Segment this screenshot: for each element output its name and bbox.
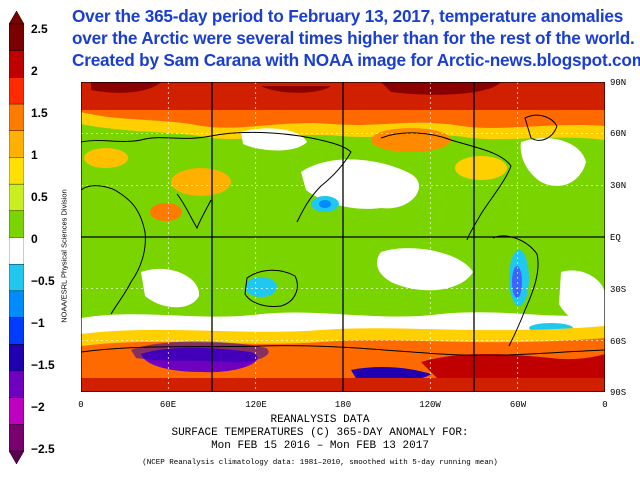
legend-label-1: 1 <box>31 148 38 162</box>
lon-label-60e: 60E <box>159 400 177 410</box>
anomaly-map <box>81 82 605 392</box>
cold-patch-australia-west <box>245 277 277 297</box>
coastlines <box>81 114 605 356</box>
lat-label-30s: 30S <box>610 285 627 295</box>
lon-label-0-left: 0 <box>78 400 84 410</box>
footer-note: (NCEP Reanalysis climatology data: 1981–… <box>142 459 498 467</box>
legend-step <box>9 317 24 345</box>
legend-label-0-5: 0.5 <box>31 190 48 204</box>
legend-label-0: 0 <box>31 232 38 246</box>
coast-south-america <box>492 235 539 347</box>
cold-patch-south-america-core <box>512 266 522 298</box>
warm-patch-asia <box>171 168 231 196</box>
legend-step <box>9 77 24 105</box>
antarctic-deep-red <box>421 354 605 385</box>
legend-label-neg-2-5: −2.5 <box>31 442 55 456</box>
warm-patch-europe <box>84 148 128 168</box>
coast-antarctica <box>81 345 605 356</box>
caption-line-2: over the Arctic were several times highe… <box>72 28 635 48</box>
footer-title-1: REANALYSIS DATA <box>270 414 370 426</box>
caption: Over the 365-day period to February 13, … <box>72 5 640 71</box>
lat-label-90s: 90S <box>610 388 627 398</box>
caption-line-1: Over the 365-day period to February 13, … <box>72 6 624 26</box>
legend-step <box>9 50 24 78</box>
lat-label-eq: EQ <box>610 233 621 243</box>
legend-label-neg-0-5: −0.5 <box>31 274 55 288</box>
legend-label-neg-1: −1 <box>31 316 45 330</box>
lon-label-120e: 120E <box>245 400 267 410</box>
legend-step <box>9 290 24 319</box>
legend-bottom-triangle <box>9 450 24 464</box>
legend-label-neg-1-5: −1.5 <box>31 358 55 372</box>
legend-label-1-5: 1.5 <box>31 106 48 120</box>
footer-title-2: SURFACE TEMPERATURES (C) 365-DAY ANOMALY… <box>171 427 469 439</box>
caption-line-3: Created by Sam Carana with NOAA image fo… <box>72 50 640 70</box>
neutral-indian-ocean <box>141 268 200 308</box>
legend-step <box>9 130 24 158</box>
coast-india <box>176 193 212 230</box>
lon-label-0-right: 0 <box>602 400 608 410</box>
legend-steps <box>9 23 24 452</box>
lon-label-120w: 120W <box>419 400 441 410</box>
lon-label-180: 180 <box>334 400 352 410</box>
lat-label-60n: 60N <box>610 129 627 139</box>
legend-step <box>9 370 24 399</box>
neutral-north-pacific <box>301 159 420 209</box>
credit-text: NOAA/ESRL Physical Sciences Division <box>59 189 69 323</box>
legend-label-neg-2: −2 <box>31 400 45 414</box>
warm-patch-alaska <box>371 128 451 152</box>
cold-patch-north-pacific-core <box>319 200 331 208</box>
coast-australia <box>244 269 298 307</box>
coast-greenland <box>524 114 558 141</box>
legend-top-triangle <box>9 11 24 25</box>
legend-label-2: 2 <box>31 64 38 78</box>
lat-label-60s: 60S <box>610 337 627 347</box>
legend-step <box>9 23 24 52</box>
legend-step <box>9 157 24 185</box>
neutral-south-pacific <box>376 248 473 291</box>
footer-title-3: Mon FEB 15 2016 – Mon FEB 13 2017 <box>211 440 429 452</box>
legend-step <box>9 103 24 132</box>
warm-patch-arabia <box>150 203 182 221</box>
neutral-north-atlantic <box>520 138 586 186</box>
coast-europe-asia <box>81 131 352 223</box>
arctic-deep-red <box>91 82 501 95</box>
warm-patch-north-america <box>455 156 507 180</box>
legend-step <box>9 183 24 212</box>
legend-step <box>9 210 24 238</box>
coast-africa <box>81 185 146 315</box>
legend-colorbar <box>9 11 24 464</box>
legend-step <box>9 344 24 372</box>
lat-label-90n: 90N <box>610 78 627 88</box>
legend-label-2-5: 2.5 <box>31 22 48 36</box>
neutral-south-atlantic <box>559 270 605 326</box>
legend-step <box>9 237 24 265</box>
lon-label-60w: 60W <box>509 400 527 410</box>
lat-label-30n: 30N <box>610 181 627 191</box>
coast-north-america <box>380 132 512 241</box>
map-major-lines <box>81 82 605 392</box>
legend-step <box>9 263 24 292</box>
